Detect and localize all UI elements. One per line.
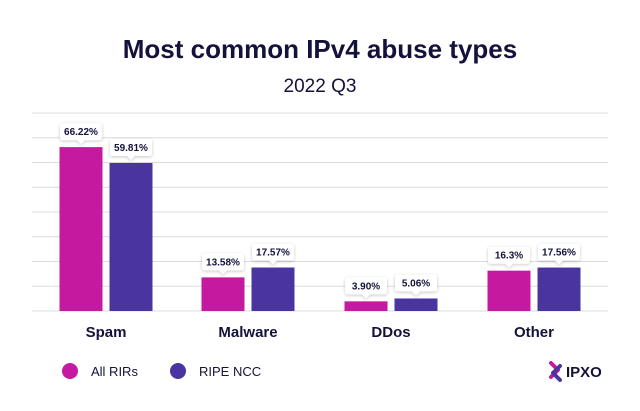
data-label-bubble — [202, 253, 244, 275]
data-label-bubble — [488, 246, 530, 268]
category-label: Malware — [218, 324, 277, 341]
bar-ripe-ncc — [394, 298, 438, 311]
bar-ripe-ncc — [109, 162, 153, 311]
data-label: 5.06% — [395, 274, 437, 296]
data-label-bubble — [252, 243, 294, 265]
category-label: DDos — [371, 324, 410, 341]
legend-label-all-rirs: All RIRs — [91, 364, 138, 379]
chart-title: Most common IPv4 abuse types — [123, 34, 517, 64]
data-label: 16.3% — [488, 246, 530, 268]
data-label: 17.57% — [252, 243, 294, 265]
data-label-bubble — [538, 243, 580, 265]
legend: All RIRs RIPE NCC — [62, 363, 261, 379]
data-label-text: 17.56% — [542, 248, 576, 259]
bar-all-rirs — [201, 277, 245, 311]
data-label: 66.22% — [60, 123, 102, 145]
legend-marker-all-rirs — [62, 363, 78, 379]
category-label: Spam — [86, 324, 127, 341]
data-label: 17.56% — [538, 243, 580, 265]
brand-name: IPXO — [566, 364, 602, 381]
bar-ripe-ncc — [537, 267, 581, 311]
category-label: Other — [514, 324, 554, 341]
bar-all-rirs — [487, 270, 531, 311]
data-label: 3.90% — [345, 277, 387, 299]
bars — [59, 147, 581, 311]
legend-marker-ripe-ncc — [170, 363, 186, 379]
data-label-text: 16.3% — [495, 251, 523, 262]
bar-ripe-ncc — [251, 267, 295, 311]
category-labels: Spam Malware DDos Other — [86, 324, 555, 341]
data-label: 59.81% — [110, 138, 152, 160]
bar-all-rirs — [344, 301, 388, 311]
data-label-bubble — [395, 274, 437, 296]
data-label-text: 17.57% — [256, 248, 290, 259]
brand-logo: IPXO — [549, 361, 602, 382]
data-label-bubble — [60, 123, 102, 145]
data-label-bubble — [345, 277, 387, 299]
ipxo-logo-icon — [549, 361, 562, 382]
data-label-text: 59.81% — [114, 143, 148, 154]
data-label-bubble — [110, 138, 152, 160]
data-label-text: 66.22% — [64, 127, 98, 138]
data-label-text: 5.06% — [402, 278, 430, 289]
chart-subtitle: 2022 Q3 — [284, 76, 357, 97]
legend-label-ripe-ncc: RIPE NCC — [199, 364, 261, 379]
data-label-text: 3.90% — [352, 281, 380, 292]
bar-all-rirs — [59, 147, 103, 311]
data-labels: 66.22% 13.58% 3.90% 16.3% 59.81% 17.57% 5.06% 1… — [60, 123, 580, 299]
data-label: 13.58% — [202, 253, 244, 275]
data-label-text: 13.58% — [206, 257, 240, 268]
